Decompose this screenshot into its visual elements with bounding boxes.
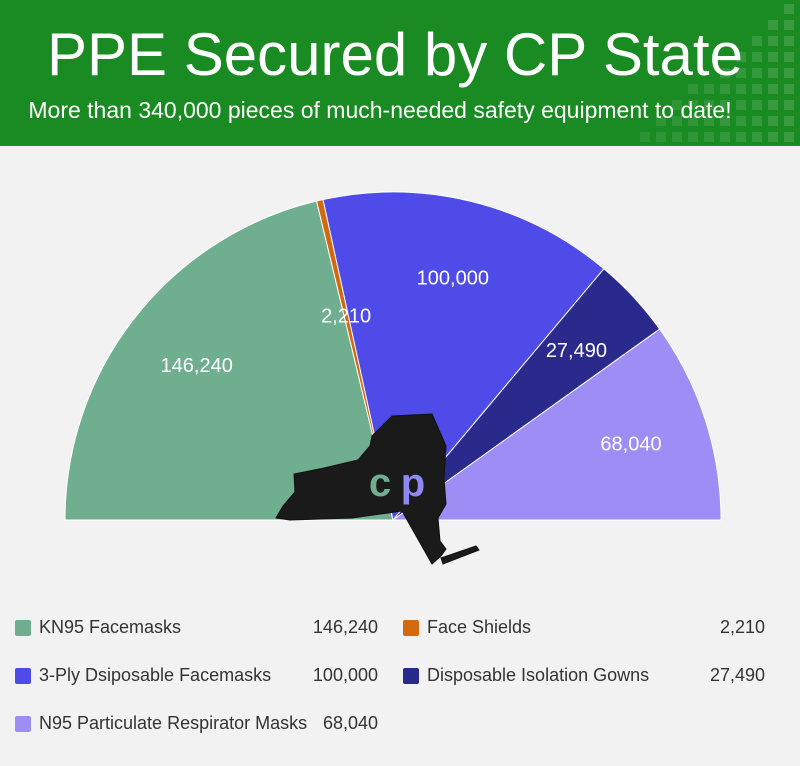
slice-value-label: 100,000 bbox=[417, 267, 489, 289]
legend-swatch bbox=[15, 668, 31, 684]
pie-slice bbox=[391, 328, 722, 521]
legend-value: 2,210 bbox=[719, 617, 765, 637]
slice-value-label: 68,040 bbox=[600, 434, 661, 456]
slice-value-label: 27,490 bbox=[546, 340, 607, 362]
half-donut-chart: 146,240 2,210 100,000 27,490 68,040 c p bbox=[64, 191, 722, 565]
legend-swatch bbox=[403, 620, 419, 636]
chart-data-labels: 146,240 2,210 100,000 27,490 68,040 bbox=[161, 267, 662, 455]
pie-slice bbox=[64, 200, 394, 521]
slice-value-label: 146,240 bbox=[161, 355, 233, 377]
legend-swatch bbox=[15, 716, 31, 732]
legend-value: 100,000 bbox=[312, 665, 378, 685]
legend-label: N95 Particulate Respirator Masks bbox=[39, 713, 308, 733]
legend-label: Disposable Isolation Gowns bbox=[427, 665, 650, 685]
legend-swatch bbox=[15, 620, 31, 636]
legend-item: N95 Particulate Respirator Masks 68,040 bbox=[15, 711, 378, 735]
legend-value: 27,490 bbox=[709, 665, 765, 685]
header-banner: PPE Secured by CP State More than 340,00… bbox=[0, 0, 800, 146]
legend-value: 146,240 bbox=[312, 617, 378, 637]
legend-item: 3-Ply Dsiposable Facemasks 100,000 bbox=[15, 663, 378, 687]
legend-swatch bbox=[403, 668, 419, 684]
page-subtitle: More than 340,000 pieces of much-needed … bbox=[28, 97, 732, 123]
logo-letter-c: c bbox=[369, 461, 391, 505]
legend-label: 3-Ply Dsiposable Facemasks bbox=[39, 665, 272, 685]
slice-value-label: 2,210 bbox=[321, 305, 371, 327]
logo-letter-p: p bbox=[401, 461, 425, 505]
legend-item: Face Shields 2,210 bbox=[403, 615, 765, 639]
legend-item: Disposable Isolation Gowns 27,490 bbox=[403, 663, 765, 687]
legend-item: KN95 Facemasks 146,240 bbox=[15, 615, 378, 639]
legend-label: KN95 Facemasks bbox=[39, 617, 182, 637]
legend-label: Face Shields bbox=[427, 617, 532, 637]
page-title: PPE Secured by CP State bbox=[47, 21, 743, 88]
decorative-grid-pattern bbox=[640, 4, 794, 142]
cp-logo: c p bbox=[275, 413, 480, 565]
new-york-state-silhouette bbox=[275, 413, 480, 565]
legend-value: 68,040 bbox=[322, 713, 378, 733]
